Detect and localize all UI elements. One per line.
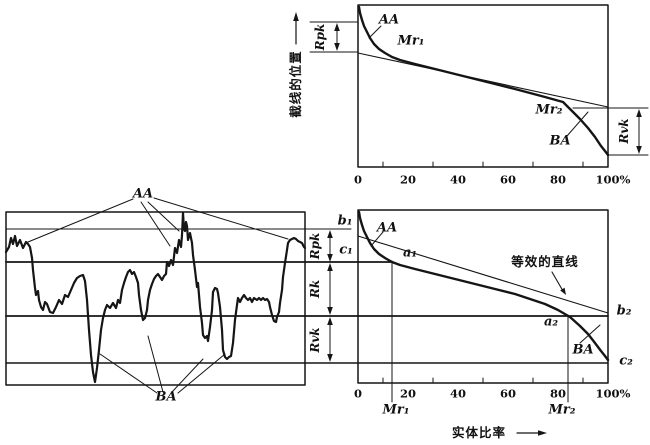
- top-tick-100: 100%: [595, 172, 631, 187]
- profile-valleys-label: BA: [155, 389, 177, 405]
- x-axis-arrow: [516, 430, 547, 436]
- top-chart-frame: [357, 4, 609, 168]
- top-rvk-bracket: [572, 107, 649, 156]
- bottom-ba-label: BA: [572, 342, 594, 358]
- rvk-band-label: Rvk: [308, 327, 322, 353]
- y-axis-arrow: [293, 12, 299, 45]
- bottom-tick-60: 60: [499, 386, 517, 401]
- top-material-ratio-curve: [357, 5, 610, 157]
- top-ba-label: BA: [549, 133, 571, 149]
- b1-label: b₁: [337, 213, 353, 229]
- top-tick-40: 40: [449, 172, 467, 187]
- bottom-tick-80: 80: [549, 386, 567, 401]
- bottom-aa-leader: [370, 231, 384, 247]
- bottom-mr2-label: Mr₂: [548, 402, 576, 418]
- rpk-band-arrow: [327, 230, 333, 262]
- top-rpk-bracket: [309, 21, 359, 53]
- top-tick-60: 60: [499, 172, 517, 187]
- top-mr1-label: Mr₁: [397, 33, 425, 49]
- top-ba-leader: [566, 111, 589, 137]
- bottom-tick-40: 40: [449, 386, 467, 401]
- rvk-band-arrow: [327, 317, 333, 362]
- bottom-tick-20: 20: [399, 386, 417, 401]
- top-tick-0: 0: [353, 172, 363, 187]
- top-aa-label: AA: [378, 12, 400, 28]
- rk-band-label: Rk: [308, 279, 322, 299]
- profile-box: [5, 211, 609, 386]
- top-rpk-label: Rpk: [313, 23, 327, 51]
- top-mr2-label: Mr₂: [535, 102, 563, 118]
- bottom-chart-frame: [357, 209, 609, 384]
- profile-peaks-label: AA: [132, 186, 154, 202]
- bottom-tick-100: 100%: [595, 386, 631, 401]
- bottom-aa-label: AA: [376, 220, 398, 236]
- a1-label: a₁: [402, 245, 418, 261]
- bottom-equivalent-line: [357, 235, 609, 314]
- top-aa-leader: [368, 25, 382, 39]
- a2-label: a₂: [543, 314, 559, 330]
- bottom-tick-0: 0: [353, 386, 363, 401]
- profile-aa-leader-lines: [27, 197, 289, 247]
- b2-label: b₂: [616, 303, 632, 319]
- bottom-mr1-label: Mr₁: [382, 402, 410, 418]
- equivalent-line-label: 等效的直线: [511, 253, 579, 269]
- rpk-band-label: Rpk: [308, 232, 322, 260]
- bottom-ba-leader: [579, 324, 601, 344]
- c2-label: c₂: [619, 353, 633, 369]
- top-chart-y-axis-label: 截线的位置: [287, 50, 303, 118]
- surface-profile-trace: [4, 211, 307, 384]
- top-tick-80: 80: [549, 172, 567, 187]
- rk-band-arrow: [327, 263, 333, 315]
- profile-ba-leader-lines: [99, 335, 226, 394]
- equivalent-line-pointer-arrow: [551, 271, 566, 295]
- top-equivalent-line: [357, 52, 609, 108]
- bottom-chart-x-axis-label: 实体比率: [451, 424, 507, 440]
- c1-label: c₁: [339, 242, 353, 258]
- top-rvk-label: Rvk: [617, 118, 631, 144]
- top-tick-20: 20: [399, 172, 417, 187]
